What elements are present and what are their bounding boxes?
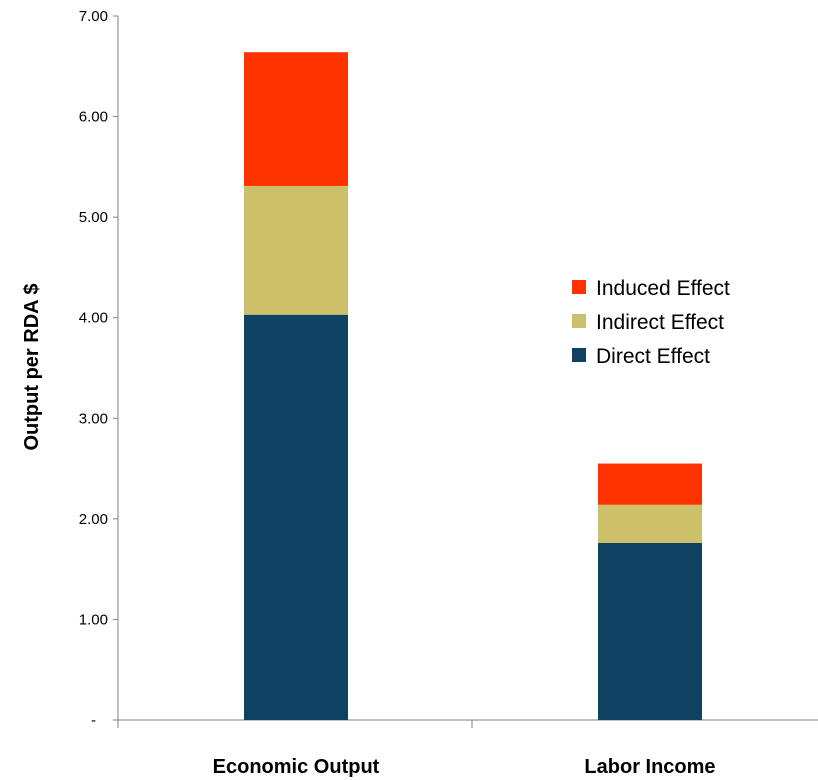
bar-segment-direct-effect <box>244 314 348 720</box>
y-axis-title: Output per RDA $ <box>21 283 43 450</box>
legend-label: Indirect Effect <box>596 311 724 334</box>
bar-segment-indirect-effect <box>244 185 348 315</box>
legend-swatch <box>572 348 586 362</box>
y-tick-label: 6.00 <box>79 109 108 126</box>
y-tick-label: - <box>91 712 96 729</box>
legend: Induced Effect Indirect Effect Direct Effe… <box>572 277 730 368</box>
bar-segment-direct-effect <box>598 542 702 720</box>
legend-label: Induced Effect <box>596 277 730 300</box>
legend-swatch <box>572 280 586 294</box>
legend-label: Direct Effect <box>596 345 710 368</box>
y-tick-label: 3.00 <box>79 410 108 427</box>
y-tick-label: 2.00 <box>79 511 108 528</box>
y-axis: - 1.00 2.00 3.00 4.00 5.00 6.00 7.00 <box>79 8 119 729</box>
bars <box>244 52 702 720</box>
y-tick-label: 7.00 <box>79 8 108 25</box>
legend-swatch <box>572 314 586 328</box>
bar-segment-indirect-effect <box>598 504 702 543</box>
bar-segment-induced-effect <box>244 52 348 186</box>
y-tick-label: 1.00 <box>79 611 108 628</box>
bar-segment-induced-effect <box>598 463 702 505</box>
x-category-label: Economic Output <box>213 756 380 778</box>
x-category-label: Labor Income <box>584 756 715 778</box>
y-tick-label: 4.00 <box>79 310 108 327</box>
x-axis: Economic Output Labor Income <box>117 719 818 778</box>
y-tick-label: 5.00 <box>79 209 108 226</box>
